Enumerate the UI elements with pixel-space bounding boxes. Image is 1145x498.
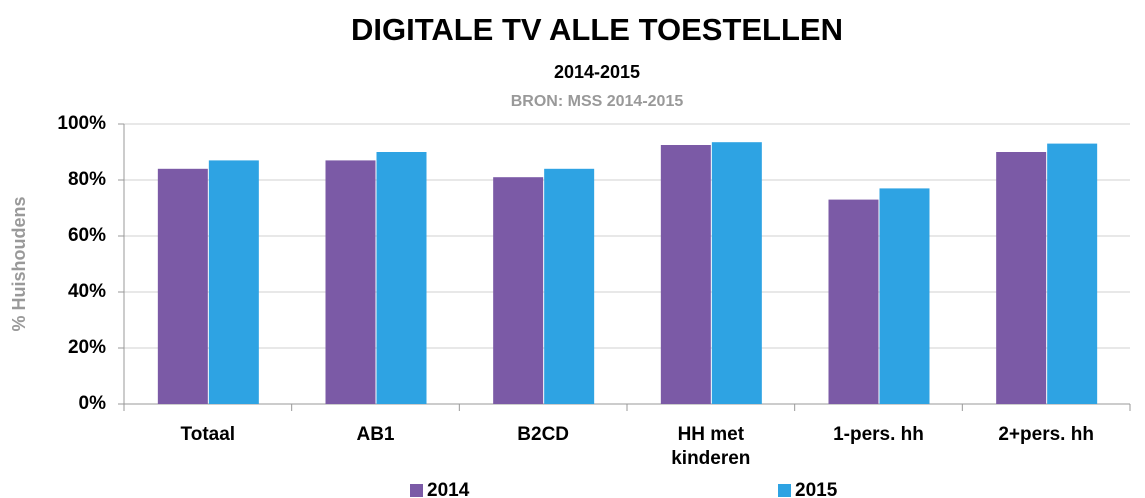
- bar: [711, 142, 762, 404]
- x-tick-label: B2CD: [517, 424, 570, 445]
- y-tick-label: 100%: [57, 113, 106, 134]
- chart-title: DIGITALE TV ALLE TOESTELLEN: [351, 12, 843, 47]
- y-tick-label: 60%: [68, 225, 106, 246]
- legend-label: 2015: [795, 480, 838, 498]
- legend-swatch: [410, 484, 423, 497]
- legend-label: 2014: [427, 480, 470, 498]
- legend-swatch: [778, 484, 791, 497]
- x-tick-label: Totaal: [180, 424, 236, 445]
- bar: [208, 160, 259, 404]
- bar: [157, 168, 208, 404]
- x-tick-label: HH met kinderen: [671, 424, 751, 469]
- bar: [376, 152, 427, 404]
- x-tick-label: 1-pers. hh: [833, 424, 924, 445]
- bar: [325, 160, 376, 404]
- bar: [544, 168, 595, 404]
- y-tick-label: 0%: [79, 393, 107, 414]
- x-tick-label: AB1: [356, 424, 395, 445]
- y-axis-label: % Huishoudens: [9, 196, 29, 331]
- y-tick-label: 40%: [68, 281, 106, 302]
- bar: [828, 199, 879, 404]
- chart-source: BRON: MSS 2014-2015: [511, 93, 684, 110]
- bar: [996, 152, 1047, 404]
- bar: [879, 188, 930, 404]
- bar: [493, 177, 544, 404]
- y-tick-label: 80%: [68, 169, 106, 190]
- bar: [660, 145, 711, 404]
- y-tick-label: 20%: [68, 337, 106, 358]
- bar: [1047, 143, 1098, 404]
- chart-subtitle: 2014-2015: [554, 62, 640, 82]
- x-tick-label: 2+pers. hh: [998, 424, 1094, 445]
